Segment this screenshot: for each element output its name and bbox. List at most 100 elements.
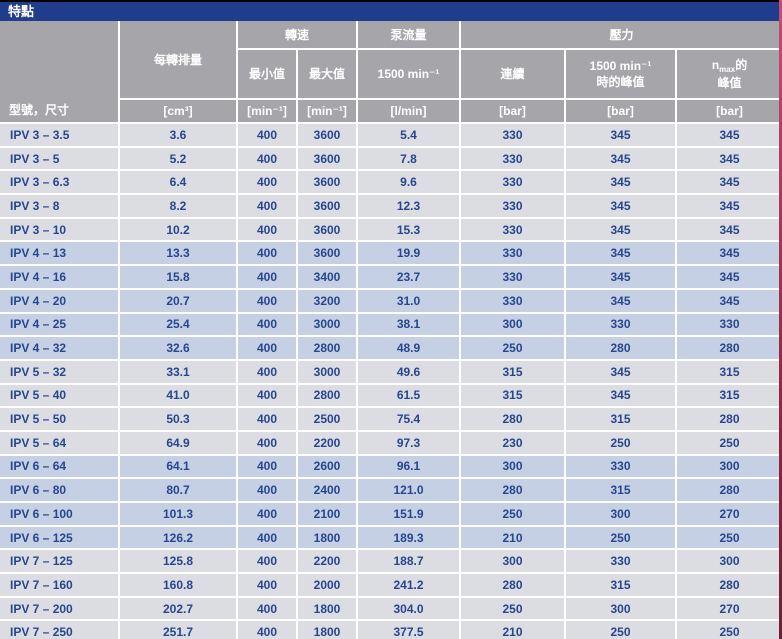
flow-cell: 31.0 (356, 287, 461, 313)
flow-cell: 23.7 (356, 264, 461, 289)
continuous-pressure-cell: 300 (459, 311, 566, 337)
continuous-pressure-cell: 315 (459, 382, 566, 408)
peak-nmax-cell: 300 (675, 548, 782, 574)
continuous-pressure-cell: 315 (459, 358, 566, 384)
displacement-cell: 8.2 (118, 193, 237, 218)
peak-nmax-cell: 280 (675, 572, 782, 597)
flow-cell: 61.5 (356, 382, 461, 408)
continuous-pressure-cell: 330 (459, 240, 566, 266)
flow-cell: 96.1 (356, 453, 461, 479)
table-row: IPV 7 – 160 160.8 400 2000 241.2 280 315 280 (0, 572, 782, 597)
continuous-pressure-cell: 330 (459, 264, 566, 289)
peak-nmax-cell: 280 (675, 477, 782, 502)
speed-min-cell: 400 (236, 453, 297, 479)
flow-cell: 188.7 (356, 548, 461, 574)
speed-max-cell: 2200 (295, 429, 358, 455)
group-header-pressure: 壓力 (459, 21, 782, 50)
flow-cell: 19.9 (356, 240, 461, 266)
table-row: IPV 3 – 6.3 6.4 400 3600 9.6 330 345 345 (0, 169, 782, 195)
model-cell: IPV 3 – 3.5 (0, 122, 119, 147)
displacement-cell: 3.6 (118, 122, 237, 147)
group-header-speed: 轉速 (235, 21, 359, 50)
speed-max-cell: 2000 (295, 572, 358, 597)
continuous-pressure-cell: 330 (459, 145, 566, 171)
displacement-cell: 251.7 (118, 619, 237, 639)
speed-max-cell: 1800 (295, 595, 358, 621)
peak-nmax-cell: 250 (675, 524, 782, 550)
page-edge-strip (779, 0, 782, 639)
displacement-cell: 5.2 (118, 145, 237, 171)
column-header-peak-1500: 1500 min⁻¹ 時的峰值 (564, 48, 678, 100)
flow-cell: 38.1 (356, 311, 461, 337)
column-header-flow-at-1500: 1500 min⁻¹ (356, 48, 462, 100)
speed-max-cell: 1800 (295, 619, 358, 639)
peak-nmax-cell: 250 (675, 619, 782, 639)
peak-nmax-cell: 345 (675, 216, 782, 242)
displacement-cell: 41.0 (118, 382, 237, 408)
peak-nmax-cell: 300 (675, 453, 782, 479)
model-cell: IPV 6 – 64 (0, 453, 119, 479)
peak-nmax-cell: 345 (675, 169, 782, 195)
speed-max-cell: 2100 (295, 501, 358, 526)
peak-nmax-cell: 330 (675, 311, 782, 337)
speed-min-cell: 400 (236, 406, 297, 431)
speed-max-cell: 1800 (295, 524, 358, 550)
speed-max-cell: 3600 (295, 169, 358, 195)
flow-cell: 75.4 (356, 406, 461, 431)
table-row: IPV 6 – 64 64.1 400 2600 96.1 300 330 300 (0, 453, 782, 479)
continuous-pressure-cell: 330 (459, 193, 566, 218)
speed-min-cell: 400 (236, 477, 297, 502)
model-cell: IPV 4 – 16 (0, 264, 119, 289)
speed-min-cell: 400 (236, 595, 297, 621)
speed-max-cell: 3000 (295, 311, 358, 337)
displacement-cell: 64.9 (118, 429, 237, 455)
flow-cell: 49.6 (356, 358, 461, 384)
model-cell: IPV 5 – 64 (0, 429, 119, 455)
speed-min-cell: 400 (236, 572, 297, 597)
speed-min-cell: 400 (236, 382, 297, 408)
table-row: IPV 5 – 40 41.0 400 2800 61.5 315 345 315 (0, 382, 782, 408)
column-header-displacement: 每轉排量 (118, 21, 238, 100)
displacement-cell: 101.3 (118, 501, 237, 526)
table-row: IPV 4 – 25 25.4 400 3000 38.1 300 330 330 (0, 311, 782, 337)
peak-1500-cell: 300 (564, 595, 677, 621)
displacement-cell: 80.7 (118, 477, 237, 502)
model-cell: IPV 3 – 8 (0, 193, 119, 218)
peak-1500-cell: 315 (564, 477, 677, 502)
group-header-flow: 泵流量 (356, 21, 462, 50)
column-header-speed-min: 最小值 (236, 48, 298, 100)
continuous-pressure-cell: 330 (459, 216, 566, 242)
peak-1500-cell: 345 (564, 358, 677, 384)
peak-1500-cell: 345 (564, 382, 677, 408)
column-header-speed-max: 最大值 (295, 48, 359, 100)
table-row: IPV 7 – 200 202.7 400 1800 304.0 250 300 270 (0, 595, 782, 621)
speed-min-cell: 400 (236, 216, 297, 242)
speed-min-cell: 400 (236, 548, 297, 574)
peak-nmax-cell: 315 (675, 358, 782, 384)
unit-peak-1500: [bar] (564, 98, 678, 124)
flow-cell: 5.4 (356, 122, 461, 147)
speed-max-cell: 2800 (295, 382, 358, 408)
unit-speed-min: [min⁻¹] (236, 98, 298, 124)
model-cell: IPV 7 – 160 (0, 572, 119, 597)
peak-nmax-cell: 280 (675, 335, 782, 360)
peak-nmax-cell: 345 (675, 122, 782, 147)
model-cell: IPV 6 – 100 (0, 501, 119, 526)
table-row: IPV 4 – 16 15.8 400 3400 23.7 330 345 345 (0, 264, 782, 289)
top-rule (0, 0, 782, 2)
speed-max-cell: 3600 (295, 240, 358, 266)
model-cell: IPV 4 – 32 (0, 335, 119, 360)
model-cell: IPV 4 – 25 (0, 311, 119, 337)
displacement-cell: 126.2 (118, 524, 237, 550)
peak-nmax-cell: 270 (675, 595, 782, 621)
table-row: IPV 5 – 32 33.1 400 3000 49.6 315 345 315 (0, 358, 782, 384)
peak-1500-cell: 250 (564, 429, 677, 455)
continuous-pressure-cell: 250 (459, 335, 566, 360)
table-row: IPV 7 – 250 251.7 400 1800 377.5 210 250 250 (0, 619, 782, 639)
continuous-pressure-cell: 230 (459, 429, 566, 455)
displacement-cell: 125.8 (118, 548, 237, 574)
peak-nmax-cell: 280 (675, 406, 782, 431)
unit-displacement: [cm³] (118, 98, 238, 124)
flow-cell: 189.3 (356, 524, 461, 550)
